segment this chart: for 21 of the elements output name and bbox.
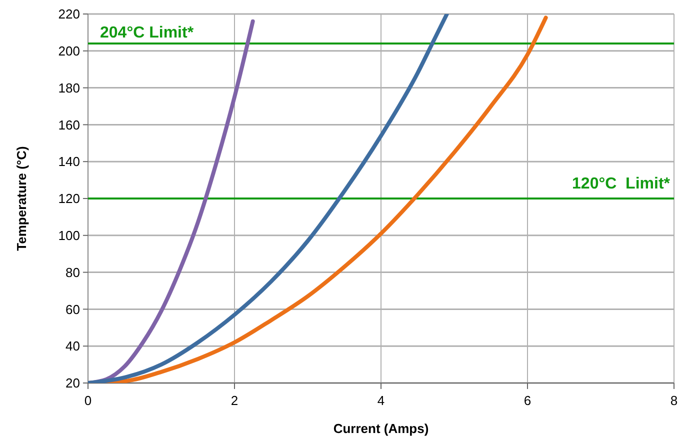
y-tick-label: 100 [58, 228, 80, 243]
y-tick-label: 200 [58, 43, 80, 58]
x-tick-label: 0 [84, 393, 92, 408]
y-tick-label: 20 [66, 376, 80, 391]
y-tick-label: 160 [58, 117, 80, 132]
y-axis-title: Temperature (°C) [14, 146, 29, 251]
x-tick-label: 6 [524, 393, 532, 408]
y-tick-label: 220 [58, 6, 80, 22]
ref-line-label: 120°C Limit* [572, 176, 671, 192]
y-tick-label: 40 [66, 338, 80, 354]
x-tick-label: 2 [230, 393, 238, 408]
x-tick-label: 4 [377, 393, 385, 408]
y-tick-label: 80 [66, 264, 80, 280]
line-series [88, 14, 449, 383]
x-tick-label: 8 [670, 393, 678, 408]
y-tick-label: 180 [58, 80, 80, 96]
y-tick-label: 120 [58, 191, 80, 206]
y-tick-label: 60 [66, 302, 80, 317]
ref-line-label: 204°C Limit* [100, 24, 194, 42]
x-axis-title: Current (Amps) [333, 421, 429, 436]
y-tick-label: 140 [58, 154, 80, 170]
